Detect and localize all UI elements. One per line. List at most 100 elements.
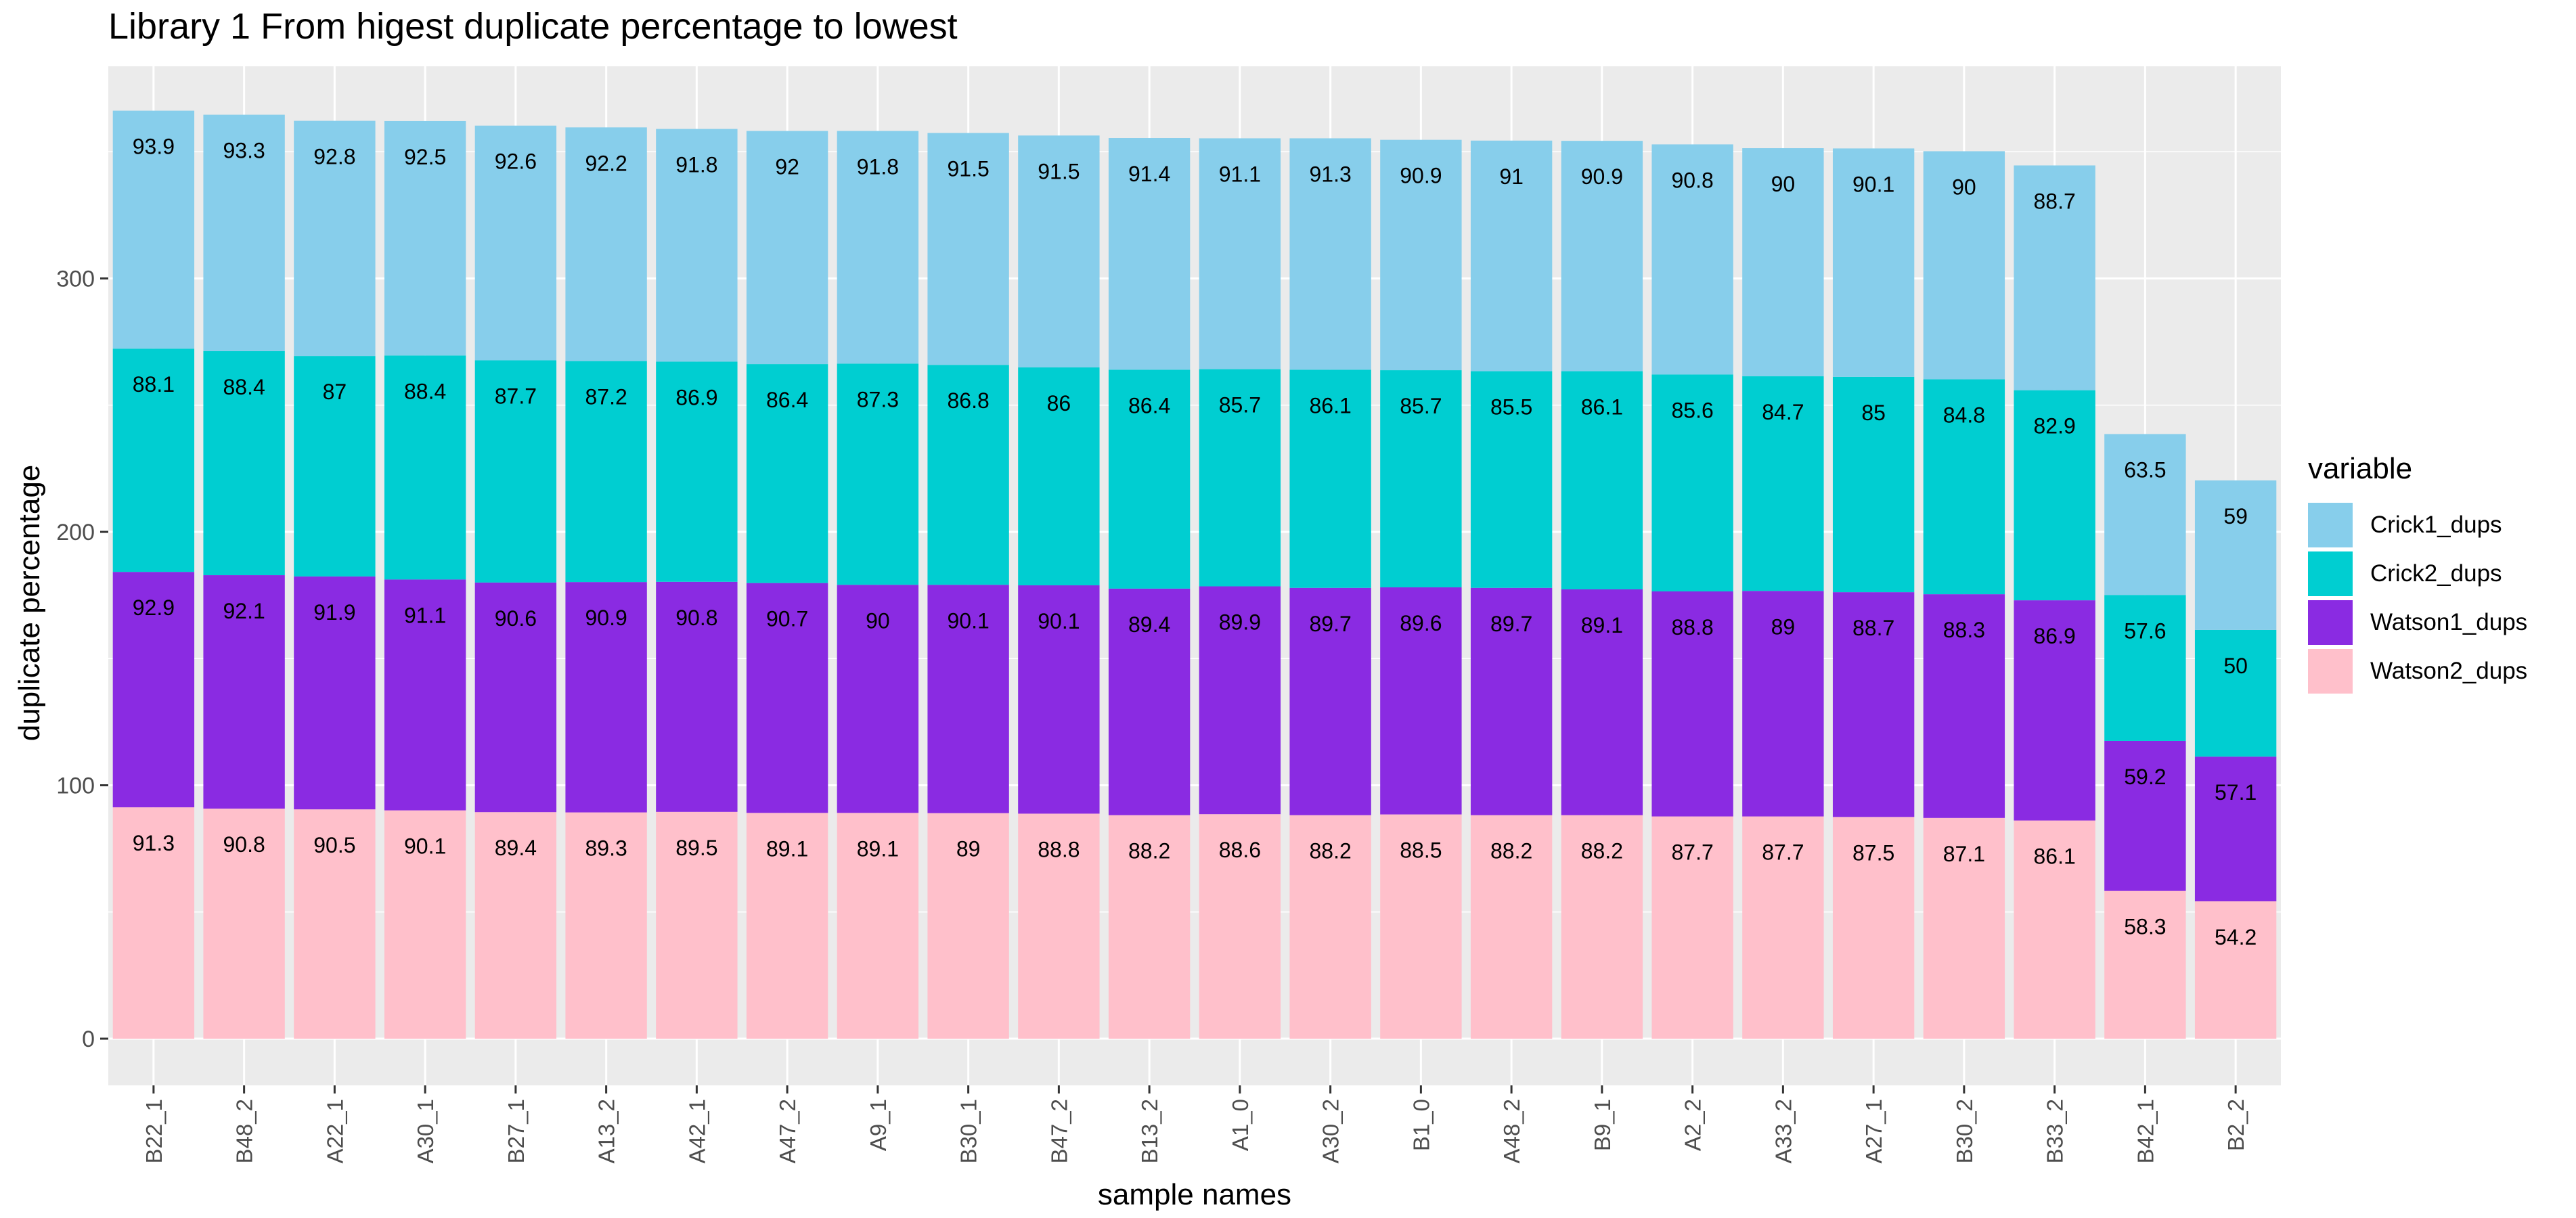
- bar-segment-Crick1_dups: [837, 131, 919, 364]
- data-label: 57.1: [2215, 780, 2257, 805]
- data-label: 90: [866, 608, 890, 633]
- data-label: 90.9: [1400, 164, 1442, 188]
- data-label: 90.6: [495, 606, 537, 631]
- data-label: 91.8: [675, 153, 717, 177]
- bar-segment-Watson1_dups: [2104, 740, 2186, 891]
- bar-segment-Crick1_dups: [203, 114, 285, 351]
- data-label: 85: [1861, 401, 1886, 425]
- bar-segment-Watson1_dups: [1561, 589, 1643, 815]
- data-label: 89.1: [1581, 613, 1623, 637]
- bar-segment-Watson2_dups: [2014, 820, 2095, 1039]
- data-label: 86.1: [1309, 393, 1351, 418]
- data-label: 63.5: [2124, 457, 2166, 482]
- x-tick-label: A2_2: [1681, 1099, 1706, 1151]
- x-tick-label: B2_2: [2223, 1099, 2248, 1151]
- bar-segment-Watson2_dups: [1108, 815, 1191, 1039]
- legend-label: Crick2_dups: [2370, 560, 2502, 587]
- bar-segment-Crick2_dups: [2194, 629, 2277, 757]
- bar-segment-Watson1_dups: [927, 585, 1009, 813]
- data-label: 86: [1047, 391, 1071, 415]
- data-label: 89.4: [1128, 612, 1170, 637]
- legend-swatch: [2308, 551, 2353, 596]
- y-tick-label: 100: [56, 773, 95, 799]
- data-label: 88.1: [133, 372, 175, 397]
- data-label: 85.7: [1400, 394, 1442, 418]
- data-label: 91: [1499, 164, 1524, 189]
- data-label: 89: [1771, 614, 1796, 639]
- bar-segment-Crick1_dups: [384, 120, 466, 356]
- data-label: 91.5: [1038, 159, 1080, 183]
- data-label: 87.3: [857, 387, 899, 411]
- bar-segment-Crick1_dups: [294, 120, 376, 357]
- bar-segment-Watson1_dups: [1923, 594, 2005, 818]
- y-tick-label: 200: [56, 520, 95, 545]
- x-tick-label: B30_1: [956, 1099, 981, 1163]
- bar-segment-Watson1_dups: [1018, 585, 1100, 814]
- bar-segment-Crick1_dups: [1561, 141, 1643, 371]
- bar-segment-Crick2_dups: [1289, 369, 1371, 588]
- x-tick-label: A47_2: [775, 1099, 800, 1163]
- bar-segment-Crick2_dups: [1199, 369, 1281, 587]
- x-tick-label: B42_1: [2133, 1099, 2158, 1163]
- x-tick-label: A1_0: [1228, 1099, 1253, 1151]
- bar-segment-Crick1_dups: [2104, 434, 2186, 595]
- legend-item: Watson1_dups: [2308, 598, 2527, 647]
- data-label: 85.5: [1490, 395, 1532, 420]
- bar-segment-Watson2_dups: [294, 809, 376, 1039]
- x-tick-label: A48_2: [1499, 1099, 1524, 1163]
- bar-segment-Crick2_dups: [837, 363, 919, 585]
- data-label: 90.1: [1038, 609, 1080, 633]
- bar-segment-Crick1_dups: [1018, 135, 1100, 367]
- data-label: 89.1: [766, 836, 808, 861]
- bar-segment-Crick2_dups: [2104, 595, 2186, 741]
- bar-segment-Watson2_dups: [746, 813, 828, 1039]
- data-label: 90: [1771, 172, 1796, 196]
- y-tick-label: 300: [56, 267, 95, 292]
- data-label: 86.4: [1128, 393, 1170, 418]
- data-label: 90.1: [1852, 172, 1894, 196]
- x-tick-label: A22_1: [322, 1099, 347, 1163]
- bar-segment-Watson2_dups: [1380, 814, 1462, 1039]
- bar-segment-Crick1_dups: [1651, 144, 1733, 375]
- x-tick-label: A30_2: [1318, 1099, 1343, 1163]
- data-label: 88.8: [1671, 615, 1713, 639]
- bar-segment-Crick1_dups: [1108, 138, 1191, 370]
- bar-segment-Watson2_dups: [112, 807, 195, 1039]
- bar-segment-Crick2_dups: [927, 365, 1009, 585]
- data-label: 87.7: [1671, 840, 1713, 865]
- bar-segment-Crick1_dups: [1832, 148, 1915, 377]
- data-label: 84.7: [1762, 400, 1804, 424]
- data-label: 90.8: [223, 832, 265, 857]
- data-label: 89.1: [857, 836, 899, 861]
- data-label: 91.4: [1128, 162, 1170, 186]
- data-label: 90.8: [675, 606, 717, 630]
- bar-segment-Watson2_dups: [474, 812, 557, 1039]
- data-label: 88.4: [223, 375, 265, 399]
- legend-items: Crick1_dups Crick2_dups Watson1_dups Watson…: [2308, 501, 2527, 696]
- bar-segment-Crick1_dups: [1199, 138, 1281, 369]
- data-label: 87: [323, 380, 347, 404]
- bar-segment-Crick2_dups: [1651, 374, 1733, 592]
- data-label: 86.4: [766, 388, 808, 412]
- data-label: 87.7: [495, 384, 537, 408]
- bar-segment-Crick1_dups: [112, 110, 195, 349]
- bar-segment-Crick2_dups: [565, 361, 647, 583]
- data-label: 92.6: [495, 150, 537, 174]
- bar-segment-Watson1_dups: [1380, 587, 1462, 815]
- x-tick-label: B33_2: [2043, 1099, 2068, 1163]
- x-tick-label: B47_2: [1046, 1099, 1071, 1163]
- plot-panel: [108, 66, 2281, 1085]
- bar-segment-Crick1_dups: [2194, 480, 2277, 630]
- data-label: 88.2: [1490, 839, 1532, 863]
- x-tick-label: B1_0: [1408, 1099, 1434, 1151]
- bar-segment-Crick2_dups: [1470, 371, 1553, 588]
- data-label: 92.9: [133, 595, 175, 620]
- x-tick-label: A9_1: [866, 1099, 891, 1151]
- legend-label: Watson2_dups: [2370, 658, 2528, 684]
- data-label: 86.8: [947, 388, 989, 413]
- bar-segment-Crick2_dups: [1108, 369, 1191, 589]
- data-label: 88.2: [1309, 839, 1351, 863]
- data-label: 88.3: [1943, 618, 1985, 642]
- data-label: 90.1: [404, 834, 446, 859]
